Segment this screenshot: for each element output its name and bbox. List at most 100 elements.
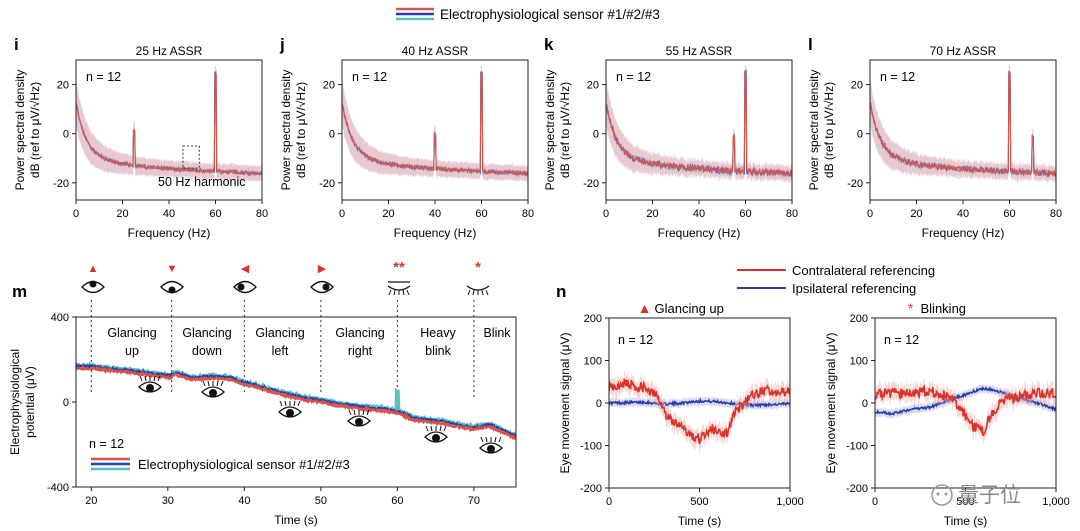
segment-label: Heavy [420, 326, 456, 340]
top-legend-label: Electrophysiological sensor #1/#2/#3 [440, 7, 660, 22]
eye-icon [424, 425, 448, 443]
y-tick-label: -20 [583, 178, 599, 190]
x-tick-label: 0 [73, 208, 79, 220]
segment-marker: ◀ [241, 263, 250, 275]
eye-icon [233, 280, 257, 294]
x-tick-label: 50 [315, 495, 327, 507]
x-tick-label: 60 [391, 495, 403, 507]
y-tick-label: 0 [63, 397, 69, 409]
eye-icon [201, 380, 225, 398]
x-tick-label: 40 [693, 208, 705, 220]
x-tick-label: 60 [739, 208, 751, 220]
y-axis-label: Eye movement signal (μV) [824, 333, 838, 474]
n-trace-ipsi [609, 397, 790, 409]
panel-label: k [544, 35, 554, 54]
n-traces [875, 377, 1056, 445]
eye-icon [160, 280, 184, 294]
harmonic-box [182, 145, 200, 169]
n-count: n = 12 [880, 70, 915, 84]
eye-icon [278, 400, 302, 418]
y-tick-label: 100 [584, 356, 602, 368]
x-tick-label: 40 [429, 208, 441, 220]
x-tick-label: 60 [475, 208, 487, 220]
title-marker: * [908, 300, 914, 316]
eye-icon [387, 281, 411, 296]
psd-trace-sensor-1 [606, 72, 792, 177]
m-trace-sensor-1 [76, 365, 516, 441]
y-tick-label: 0 [596, 398, 602, 410]
confidence-band [342, 64, 528, 183]
x-tick-label: 500 [956, 496, 974, 508]
x-tick-label: 40 [238, 495, 250, 507]
x-tick-label: 0 [606, 496, 612, 508]
x-axis-label: Time (s) [944, 514, 988, 528]
confidence-band [870, 63, 1056, 184]
x-axis-label: Time (s) [274, 513, 318, 527]
y-tick-label: 20 [323, 80, 335, 92]
y-tick-label: -200 [580, 483, 602, 495]
watermark-text: 量子位 [958, 484, 1021, 507]
y-tick-label: 200 [584, 313, 602, 325]
psd-traces [606, 62, 792, 184]
x-tick-label: 0 [872, 496, 878, 508]
y-tick-label: 0 [862, 398, 868, 410]
y-axis-label: Power spectral densitydB (ref to μV/√Hz) [279, 70, 308, 191]
x-tick-label: 20 [910, 208, 922, 220]
confidence-band [606, 64, 792, 183]
watermark-icon [931, 484, 953, 506]
x-axis-label: Frequency (Hz) [922, 226, 1005, 240]
y-axis-label: Eye movement signal (μV) [558, 333, 572, 474]
legend-contra: Contralateral referencing [792, 263, 935, 278]
x-tick-label: 70 [468, 495, 480, 507]
psd-panel-k: k 55 Hz ASSR n = 12 0 20 40 60 80 20 0 -20 Frequenc… [543, 35, 798, 240]
eye-icon [81, 280, 105, 294]
segment-label: left [272, 344, 289, 358]
n-count: n = 12 [86, 70, 121, 84]
y-tick-label: -100 [580, 441, 602, 453]
x-tick-label: 80 [1050, 208, 1062, 220]
eye-icon [310, 280, 334, 294]
psd-trace-sensor-1 [76, 71, 262, 176]
psd-traces [870, 63, 1056, 184]
x-tick-label: 1,000 [776, 496, 804, 508]
n-panel-title: Glancing up [655, 301, 724, 316]
y-axis-label: Electrophysiologicalpotential (μV) [8, 349, 37, 455]
y-tick-label: -200 [846, 483, 868, 495]
y-tick-label: 20 [57, 80, 69, 92]
x-tick-label: 1,000 [1042, 496, 1070, 508]
psd-panel-j: j 40 Hz ASSR n = 12 0 20 40 60 80 20 0 -20 Frequenc… [279, 35, 534, 240]
m-legend-label: Electrophysiological sensor #1/#2/#3 [138, 457, 350, 472]
n-count: n = 12 [618, 333, 653, 347]
x-tick-label: 20 [646, 208, 658, 220]
x-tick-label: 0 [867, 208, 873, 220]
segment-label: up [125, 344, 139, 358]
x-tick-label: 0 [339, 208, 345, 220]
panel-title: 70 Hz ASSR [930, 44, 997, 58]
psd-panel-l: l 70 Hz ASSR n = 12 0 20 40 60 80 20 0 -20 Frequenc… [807, 35, 1062, 240]
y-tick-label: -100 [846, 441, 868, 453]
legend-ipsi: Ipsilateral referencing [792, 281, 916, 296]
n-count: n = 12 [352, 70, 387, 84]
y-tick-label: 200 [850, 313, 868, 325]
segment-marker: ** [393, 259, 405, 276]
n-traces [609, 370, 790, 454]
y-tick-label: 0 [63, 129, 69, 141]
x-tick-label: 20 [116, 208, 128, 220]
psd-traces [342, 64, 528, 183]
watermark: 量子位 [931, 484, 1021, 507]
y-tick-label: 20 [587, 80, 599, 92]
segment-label: Glancing [255, 326, 304, 340]
segment-marker: ▲ [88, 263, 99, 275]
panel-n: n Contralateral referencing Ipsilateral re… [556, 263, 1070, 528]
n-count: n = 12 [89, 437, 124, 451]
y-tick-label: -20 [847, 178, 863, 190]
segment-label: blink [425, 344, 451, 358]
y-tick-label: 100 [850, 356, 868, 368]
panel-title: 40 Hz ASSR [402, 44, 469, 58]
x-tick-label: 80 [786, 208, 798, 220]
eye-icon [347, 409, 371, 427]
panel-label: m [12, 282, 27, 301]
confidence-band [875, 377, 1056, 445]
eye-icon [466, 285, 490, 296]
segment-label: right [348, 344, 373, 358]
